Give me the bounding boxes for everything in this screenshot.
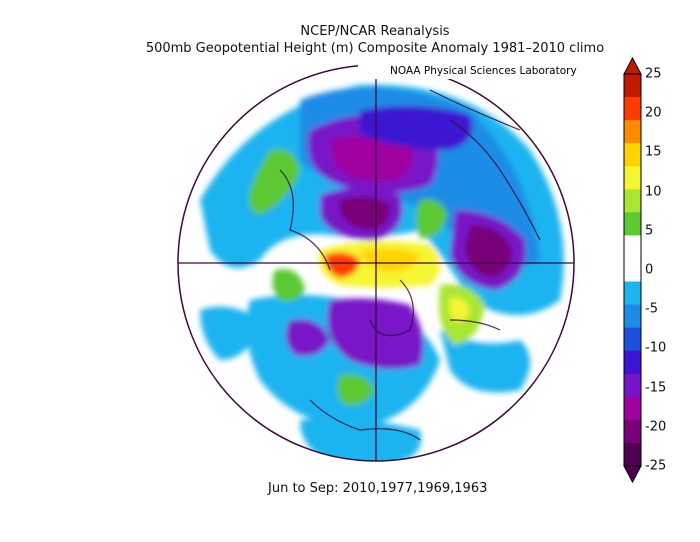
colorbar-swatch bbox=[624, 166, 641, 190]
colorbar-tick-label: 20 bbox=[645, 105, 662, 121]
chart-title: NCEP/NCAR Reanalysis bbox=[300, 24, 450, 39]
colorbar-swatch bbox=[624, 304, 641, 329]
colorbar-swatch bbox=[624, 327, 641, 352]
colorbar-tick-label: 0 bbox=[645, 262, 654, 278]
colorbar-swatch bbox=[624, 97, 641, 121]
colorbar-tick-label: -5 bbox=[645, 301, 658, 317]
colorbar-swatch bbox=[624, 235, 641, 259]
map-fields bbox=[178, 65, 574, 461]
colorbar-swatch bbox=[624, 350, 641, 375]
credit-label: NOAA Physical Sciences Laboratory bbox=[358, 64, 580, 79]
colorbar-swatch bbox=[624, 258, 641, 283]
colorbar-tick-label: 5 bbox=[645, 223, 654, 239]
colorbar-tick-label: 25 bbox=[645, 66, 662, 82]
colorbar-swatch bbox=[624, 74, 641, 98]
colorbar-swatch bbox=[624, 419, 641, 444]
colorbar-swatch bbox=[624, 442, 641, 467]
colorbar-swatch bbox=[624, 373, 641, 398]
colorbar-swatch bbox=[624, 212, 641, 236]
colorbar-swatch bbox=[624, 396, 641, 421]
colorbar-swatch bbox=[624, 120, 641, 144]
colorbar-tick-label: -25 bbox=[645, 458, 667, 474]
colorbar-tick-label: 15 bbox=[645, 144, 662, 160]
colorbar-swatch bbox=[624, 143, 641, 167]
colorbar-tick-label: -10 bbox=[645, 340, 667, 356]
colorbar-bottom-arrow bbox=[623, 465, 642, 484]
footer-caption: Jun to Sep: 2010,1977,1969,1963 bbox=[268, 481, 488, 496]
colorbar-tick-label: 10 bbox=[645, 184, 662, 200]
colorbar-top-arrow bbox=[623, 56, 642, 75]
colorbar-tick-label: -15 bbox=[645, 380, 667, 396]
colorbar-swatch bbox=[624, 281, 641, 306]
chart-subtitle: 500mb Geopotential Height (m) Composite … bbox=[145, 41, 605, 56]
colorbar bbox=[623, 56, 642, 484]
colorbar-tick-label: -20 bbox=[645, 419, 667, 435]
colorbar-swatch bbox=[624, 189, 641, 213]
